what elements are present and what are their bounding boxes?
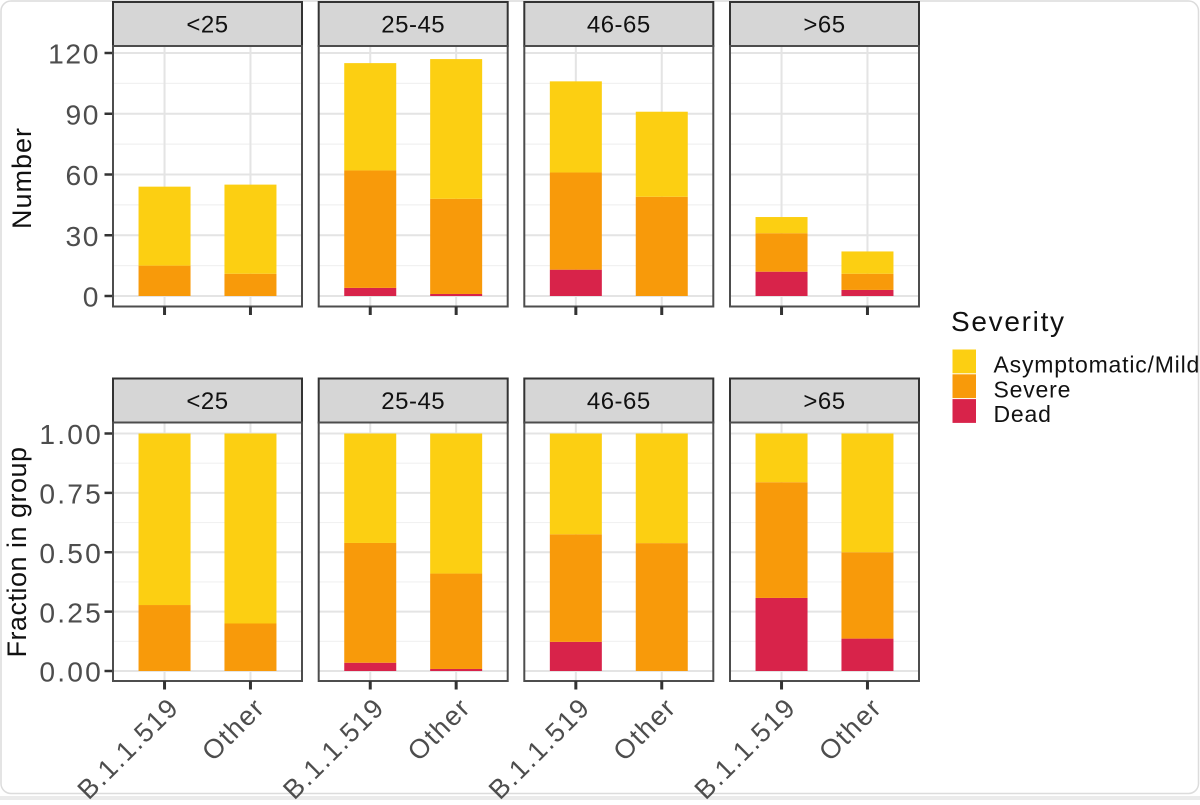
svg-text:Severity: Severity (951, 306, 1066, 337)
svg-text:Number: Number (7, 127, 37, 229)
svg-text:1.00: 1.00 (39, 418, 103, 450)
svg-text:Fraction in group: Fraction in group (2, 446, 32, 657)
svg-text:120: 120 (48, 38, 100, 70)
svg-text:25-45: 25-45 (381, 388, 445, 415)
svg-text:46-65: 46-65 (587, 12, 651, 39)
svg-text:46-65: 46-65 (587, 388, 651, 415)
svg-text:Asymptomatic/Mild: Asymptomatic/Mild (994, 352, 1200, 378)
svg-text:0: 0 (83, 281, 100, 313)
svg-text:60: 60 (65, 159, 100, 191)
svg-text:90: 90 (65, 98, 100, 130)
svg-text:>65: >65 (803, 388, 845, 415)
svg-text:0.00: 0.00 (39, 656, 103, 688)
svg-text:30: 30 (65, 220, 100, 252)
svg-text:Dead: Dead (994, 401, 1052, 427)
svg-text:0.25: 0.25 (39, 596, 103, 628)
svg-text:Severe: Severe (994, 376, 1072, 402)
svg-text:<25: <25 (186, 388, 228, 415)
svg-text:<25: <25 (186, 12, 228, 39)
svg-text:25-45: 25-45 (381, 12, 445, 39)
svg-text:>65: >65 (803, 12, 845, 39)
svg-text:0.75: 0.75 (39, 478, 103, 510)
svg-text:0.50: 0.50 (39, 537, 103, 569)
